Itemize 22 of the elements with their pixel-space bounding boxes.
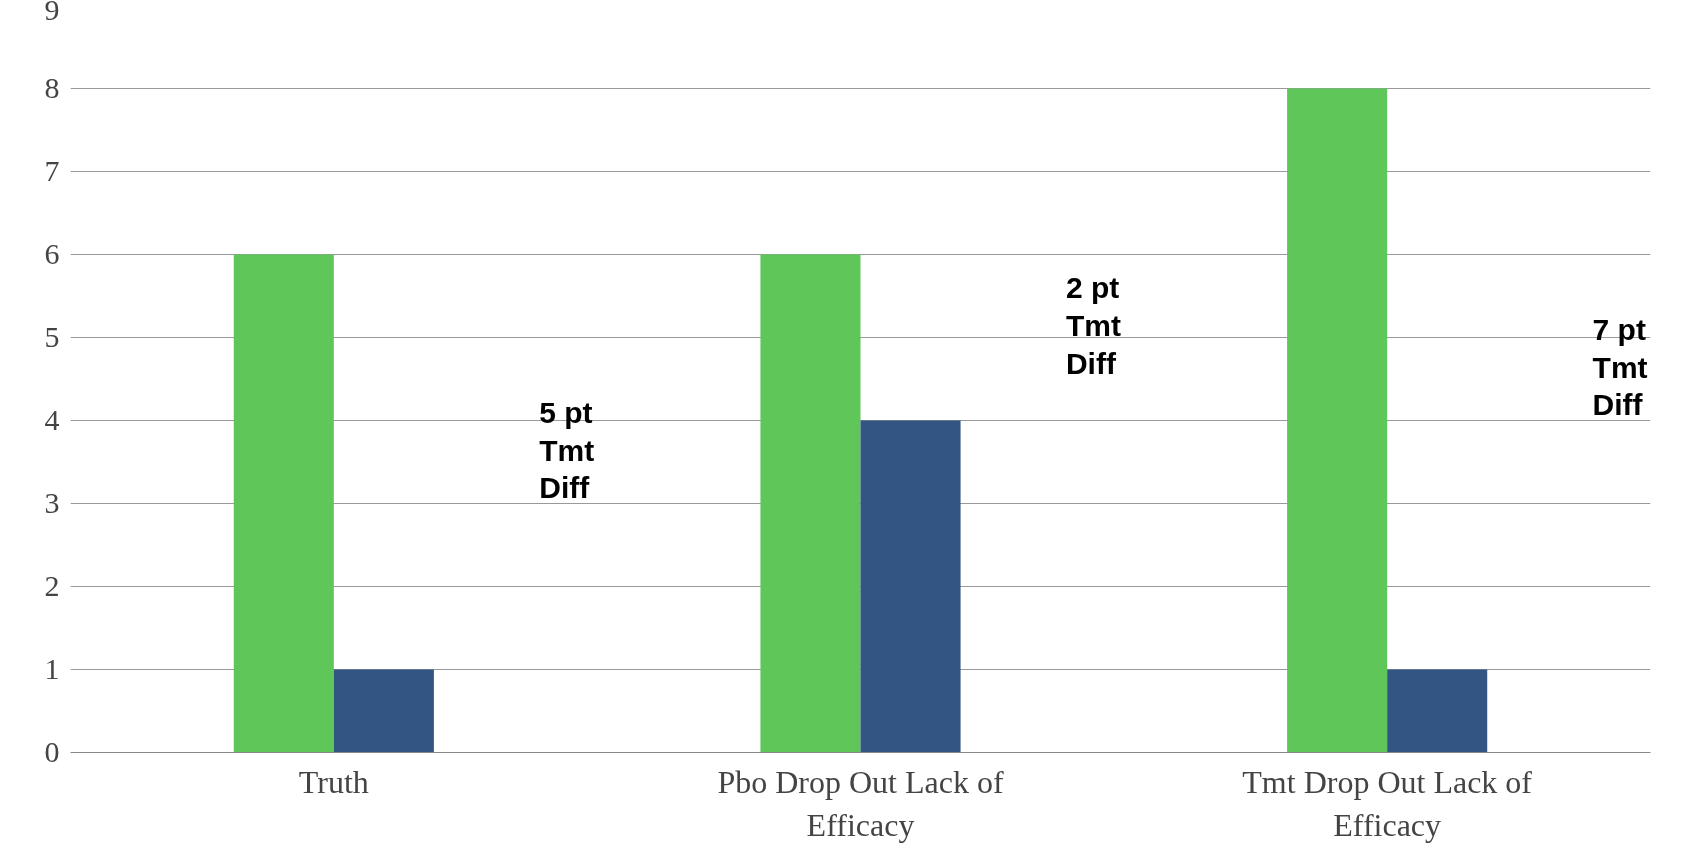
bar — [333, 669, 434, 753]
x-tick-label: Pbo Drop Out Lack of Efficacy — [717, 763, 1004, 843]
bar — [860, 420, 961, 753]
y-tick-label: 8 — [44, 71, 60, 104]
y-tick-label: 2 — [44, 569, 60, 602]
x-tick-label: Truth — [298, 763, 369, 800]
y-tick-label: 7 — [44, 154, 60, 187]
x-tick-label: Tmt Drop Out Lack of Efficacy — [1242, 763, 1533, 843]
y-tick-label: 5 — [44, 320, 60, 353]
y-tick-label: 3 — [44, 486, 60, 519]
bar — [760, 254, 861, 753]
y-tick-label: 0 — [44, 735, 60, 768]
bar — [233, 254, 334, 753]
y-tick-label: 1 — [44, 652, 60, 685]
annotation: 2 pt Tmt Diff — [1065, 271, 1121, 380]
y-tick-label: 6 — [44, 237, 60, 270]
annotation: 7 pt Tmt Diff — [1592, 312, 1648, 422]
bar — [1387, 669, 1488, 753]
bar — [1287, 88, 1388, 753]
y-tick-label: 4 — [44, 403, 60, 436]
y-tick-label: 9 — [44, 0, 60, 26]
annotation: 5 pt Tmt Diff — [539, 395, 595, 505]
